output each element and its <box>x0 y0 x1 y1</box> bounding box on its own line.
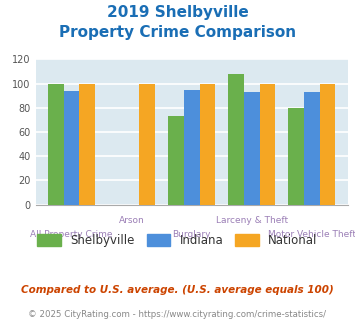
Bar <box>244 92 260 205</box>
Bar <box>184 90 200 205</box>
Text: Compared to U.S. average. (U.S. average equals 100): Compared to U.S. average. (U.S. average … <box>21 285 334 295</box>
Bar <box>80 83 95 205</box>
Bar <box>140 83 155 205</box>
Text: Property Crime Comparison: Property Crime Comparison <box>59 25 296 40</box>
Bar <box>48 83 64 205</box>
Bar <box>200 83 215 205</box>
Text: Arson: Arson <box>119 216 144 225</box>
Bar <box>168 116 184 205</box>
Text: Motor Vehicle Theft: Motor Vehicle Theft <box>268 230 355 239</box>
Text: Larceny & Theft: Larceny & Theft <box>216 216 288 225</box>
Text: All Property Crime: All Property Crime <box>30 230 113 239</box>
Text: Burglary: Burglary <box>173 230 211 239</box>
Bar <box>304 92 320 205</box>
Legend: Shelbyville, Indiana, National: Shelbyville, Indiana, National <box>32 228 323 253</box>
Bar <box>228 74 244 205</box>
Bar <box>64 91 80 205</box>
Text: 2019 Shelbyville: 2019 Shelbyville <box>106 5 248 20</box>
Text: © 2025 CityRating.com - https://www.cityrating.com/crime-statistics/: © 2025 CityRating.com - https://www.city… <box>28 310 327 319</box>
Bar <box>260 83 275 205</box>
Bar <box>320 83 335 205</box>
Bar <box>288 108 304 205</box>
